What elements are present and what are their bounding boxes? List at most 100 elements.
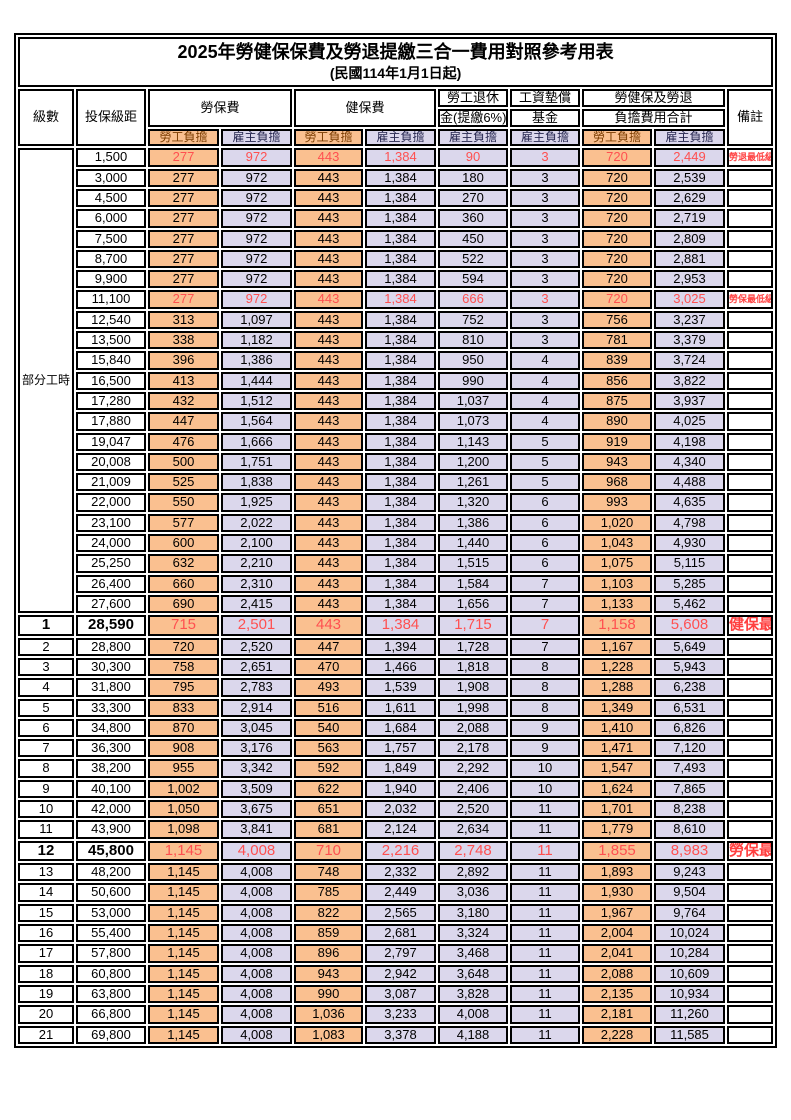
labor-employee-cell: 277 xyxy=(148,209,219,228)
health-employer-cell: 2,124 xyxy=(365,820,436,839)
total-employee-cell: 1,624 xyxy=(582,779,652,799)
note-cell xyxy=(727,1025,774,1044)
labor-employee-cell: 550 xyxy=(148,493,219,512)
subheader-total-employer: 雇主負擔 xyxy=(654,129,725,147)
labor-employee-cell: 833 xyxy=(148,698,219,717)
labor-employer-cell: 1,564 xyxy=(221,412,292,431)
wage-fund-employer-cell: 5 xyxy=(510,473,580,492)
table-row: 21 69,800 1,145 4,008 1,083 3,378 4,188 11 2,228… xyxy=(18,1025,774,1044)
wage-fund-employer-cell: 11 xyxy=(510,1005,580,1024)
health-employer-cell: 3,087 xyxy=(365,984,436,1004)
wage-fund-employer-cell: 8 xyxy=(510,657,580,677)
note-cell xyxy=(727,779,774,799)
health-employee-cell: 748 xyxy=(294,863,363,882)
bracket-cell: 17,880 xyxy=(76,412,146,431)
labor-employer-cell: 972 xyxy=(221,249,292,269)
health-employer-cell: 2,332 xyxy=(365,863,436,882)
labor-employee-cell: 413 xyxy=(148,371,219,390)
pension-employer-cell: 522 xyxy=(438,249,508,269)
labor-employer-cell: 2,210 xyxy=(221,554,292,573)
pension-employer-cell: 3,180 xyxy=(438,903,508,923)
health-employer-cell: 1,384 xyxy=(365,594,436,614)
total-employer-cell: 3,724 xyxy=(654,351,725,370)
note-cell xyxy=(727,412,774,431)
note-cell xyxy=(727,391,774,411)
total-employer-cell: 3,237 xyxy=(654,310,725,330)
pension-employer-cell: 450 xyxy=(438,229,508,248)
subheader-total-employee: 勞工負擔 xyxy=(582,129,652,147)
table-row: 13,500 338 1,182 443 1,384 810 3 781 3,379 xyxy=(18,331,774,350)
note-cell xyxy=(727,657,774,677)
level-cell: 8 xyxy=(18,759,74,778)
total-employer-cell: 4,930 xyxy=(654,534,725,553)
pension-employer-cell: 4,008 xyxy=(438,1005,508,1024)
health-employee-cell: 443 xyxy=(294,229,363,248)
table-row: 8 38,200 955 3,342 592 1,849 2,292 10 1,547 7,493 xyxy=(18,759,774,778)
table-row: 19,047 476 1,666 443 1,384 1,143 5 919 4,198 xyxy=(18,432,774,451)
pension-employer-cell: 2,178 xyxy=(438,739,508,758)
pension-employer-cell: 3,828 xyxy=(438,984,508,1004)
health-employer-cell: 1,384 xyxy=(365,391,436,411)
page-title: 2025年勞健保保費及勞退提繳三合一費用對照參考用表 xyxy=(177,42,614,62)
health-employer-cell: 1,384 xyxy=(365,432,436,451)
health-employee-cell: 443 xyxy=(294,371,363,390)
col-header-labor-insurance: 勞保費 xyxy=(148,88,292,128)
bracket-cell: 43,900 xyxy=(76,820,146,839)
pension-employer-cell: 1,998 xyxy=(438,698,508,717)
total-employee-cell: 720 xyxy=(582,270,652,289)
labor-employee-cell: 1,050 xyxy=(148,800,219,819)
health-employee-cell: 516 xyxy=(294,698,363,717)
total-employer-cell: 7,493 xyxy=(654,759,725,778)
health-employer-cell: 1,384 xyxy=(365,452,436,472)
pension-employer-cell: 1,440 xyxy=(438,534,508,553)
table-row: 17 57,800 1,145 4,008 896 2,797 3,468 11 2,041 10… xyxy=(18,944,774,963)
bracket-cell: 7,500 xyxy=(76,229,146,248)
bracket-cell: 25,250 xyxy=(76,554,146,573)
table-row: 9,900 277 972 443 1,384 594 3 720 2,953 xyxy=(18,270,774,289)
wage-fund-employer-cell: 9 xyxy=(510,718,580,738)
labor-employer-cell: 1,182 xyxy=(221,331,292,350)
health-employer-cell: 3,233 xyxy=(365,1005,436,1024)
health-employer-cell: 1,611 xyxy=(365,698,436,717)
total-employer-cell: 7,120 xyxy=(654,739,725,758)
level-cell: 1 xyxy=(18,615,74,636)
total-employer-cell: 5,608 xyxy=(654,615,725,636)
total-employee-cell: 720 xyxy=(582,209,652,228)
pension-employer-cell: 3,324 xyxy=(438,924,508,943)
total-employee-cell: 756 xyxy=(582,310,652,330)
table-row: 9 40,100 1,002 3,509 622 1,940 2,406 10 1,624 7,8… xyxy=(18,779,774,799)
subheader-pension-employer: 雇主負擔 xyxy=(438,129,508,147)
wage-fund-employer-cell: 11 xyxy=(510,800,580,819)
bracket-cell: 9,900 xyxy=(76,270,146,289)
pension-employer-cell: 2,634 xyxy=(438,820,508,839)
health-employee-cell: 592 xyxy=(294,759,363,778)
wage-fund-employer-cell: 11 xyxy=(510,863,580,882)
pension-employer-cell: 1,715 xyxy=(438,615,508,636)
health-employee-cell: 681 xyxy=(294,820,363,839)
note-cell: 勞保最低級距 xyxy=(727,290,774,309)
total-employer-cell: 3,025 xyxy=(654,290,725,309)
subheader-wage-fund-employer: 雇主負擔 xyxy=(510,129,580,147)
note-cell xyxy=(727,964,774,983)
table-row: 21,009 525 1,838 443 1,384 1,261 5 968 4,488 xyxy=(18,473,774,492)
bracket-cell: 17,280 xyxy=(76,391,146,411)
bracket-cell: 55,400 xyxy=(76,924,146,943)
table-row: 20 66,800 1,145 4,008 1,036 3,233 4,008 11 2,181… xyxy=(18,1005,774,1024)
pension-employer-cell: 1,143 xyxy=(438,432,508,451)
table-row: 17,280 432 1,512 443 1,384 1,037 4 875 3,937 xyxy=(18,391,774,411)
note-cell: 勞退最低級距 xyxy=(727,148,774,167)
labor-employee-cell: 1,145 xyxy=(148,903,219,923)
total-employee-cell: 720 xyxy=(582,148,652,167)
labor-employer-cell: 3,342 xyxy=(221,759,292,778)
labor-employee-cell: 277 xyxy=(148,290,219,309)
pension-employer-cell: 1,728 xyxy=(438,637,508,656)
bracket-cell: 11,100 xyxy=(76,290,146,309)
col-header-pension-line1: 勞工退休 xyxy=(438,88,508,107)
labor-employee-cell: 720 xyxy=(148,637,219,656)
pension-employer-cell: 1,818 xyxy=(438,657,508,677)
total-employer-cell: 4,798 xyxy=(654,513,725,532)
wage-fund-employer-cell: 11 xyxy=(510,924,580,943)
table-row: 15,840 396 1,386 443 1,384 950 4 839 3,724 xyxy=(18,351,774,370)
total-employee-cell: 1,075 xyxy=(582,554,652,573)
level-cell: 21 xyxy=(18,1025,74,1044)
